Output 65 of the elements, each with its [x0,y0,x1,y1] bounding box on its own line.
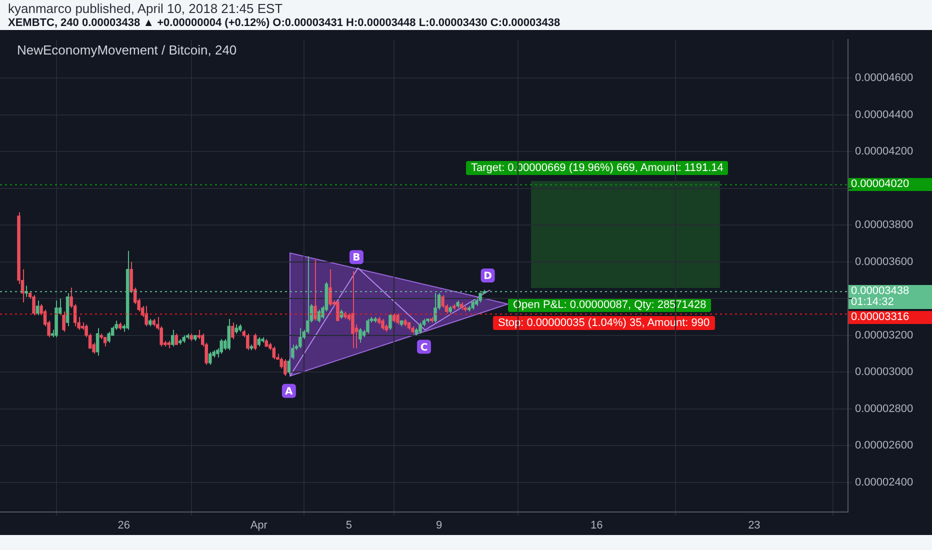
candlestick [291,344,294,360]
x-tick-label: 26 [118,519,130,532]
candlestick [246,333,250,351]
candlestick [284,358,287,376]
candlestick [174,333,178,346]
candlestick [36,300,40,316]
text: kyanmarco published, April 10, 2018 21:45 EST [8,1,283,16]
candlestick [208,351,212,366]
x-tick-label: 9 [436,519,442,532]
ref-line-label: 0.00004020 [848,178,932,191]
candlestick [231,322,234,340]
candlestick [234,324,238,334]
text: 01:14:32 [848,295,932,309]
candlestick [62,311,66,332]
chart-title: NewEconomyMovement / Bitcoin, 240 [17,42,237,58]
ref-line-label: 0.00003438 [848,284,932,298]
candlestick [103,336,107,347]
candlestick [32,294,36,316]
x-tick-label: Apr [250,519,268,532]
candlestick [396,312,400,325]
annotation: D [484,271,492,282]
y-tick-label: 0.00004200 [855,146,914,158]
candlestick [220,338,224,354]
candlestick [392,312,396,324]
y-tick-label: 0.00003800 [855,219,914,232]
annotation: C [420,342,428,354]
annotation: A [285,386,294,398]
y-tick-label: 0.00003200 [855,329,914,342]
y-tick-label: 0.00002400 [855,476,914,488]
candlestick [388,312,392,330]
candlestick [441,294,444,308]
candlestick [358,328,362,344]
candlestick [317,309,321,324]
x-tick-label: 16 [590,519,603,532]
y-tick-label: 0.00002600 [855,440,914,452]
candlestick [336,300,340,322]
candlestick [287,358,291,374]
annotation: B [352,252,360,264]
ref-line-label: 0.00003316 [848,311,932,324]
y-tick-label: 0.00004600 [855,72,914,84]
candlestick [366,318,370,334]
x-tick-label: 23 [748,519,760,532]
candlestick [170,329,174,347]
candlestick [381,318,384,330]
text: XEMBTC, 240 0.00003438 ▲ +0.00000004 (+0.12%) O:0.00003431 H:0.00003448 L:0.00003430 C:0.00003438 [8,16,560,30]
y-tick-label: 0.00003600 [855,256,914,268]
candlestick [107,331,110,344]
candlestick [227,318,231,351]
y-tick-label: 0.00002800 [855,402,914,415]
x-tick-label: 5 [346,519,352,532]
y-tick-label: 0.00004400 [855,108,914,121]
candlestick [314,260,317,322]
candlestick [471,300,474,310]
annotation: Target: 0.00000669 (19.96%) 669, Amount: 1191.14 [466,161,728,175]
candlestick [328,268,332,307]
candlestick [298,328,302,349]
annotation: Open P&L: 0.00000087, Qty: 28571428 [508,298,712,312]
candlestick [96,328,100,356]
candlestick [254,333,257,351]
candlestick [418,322,422,334]
candlestick [257,336,261,347]
candlestick [144,306,148,327]
candlestick [272,346,276,360]
candlestick [351,270,354,349]
y-tick-label: 0.00003000 [855,366,914,378]
